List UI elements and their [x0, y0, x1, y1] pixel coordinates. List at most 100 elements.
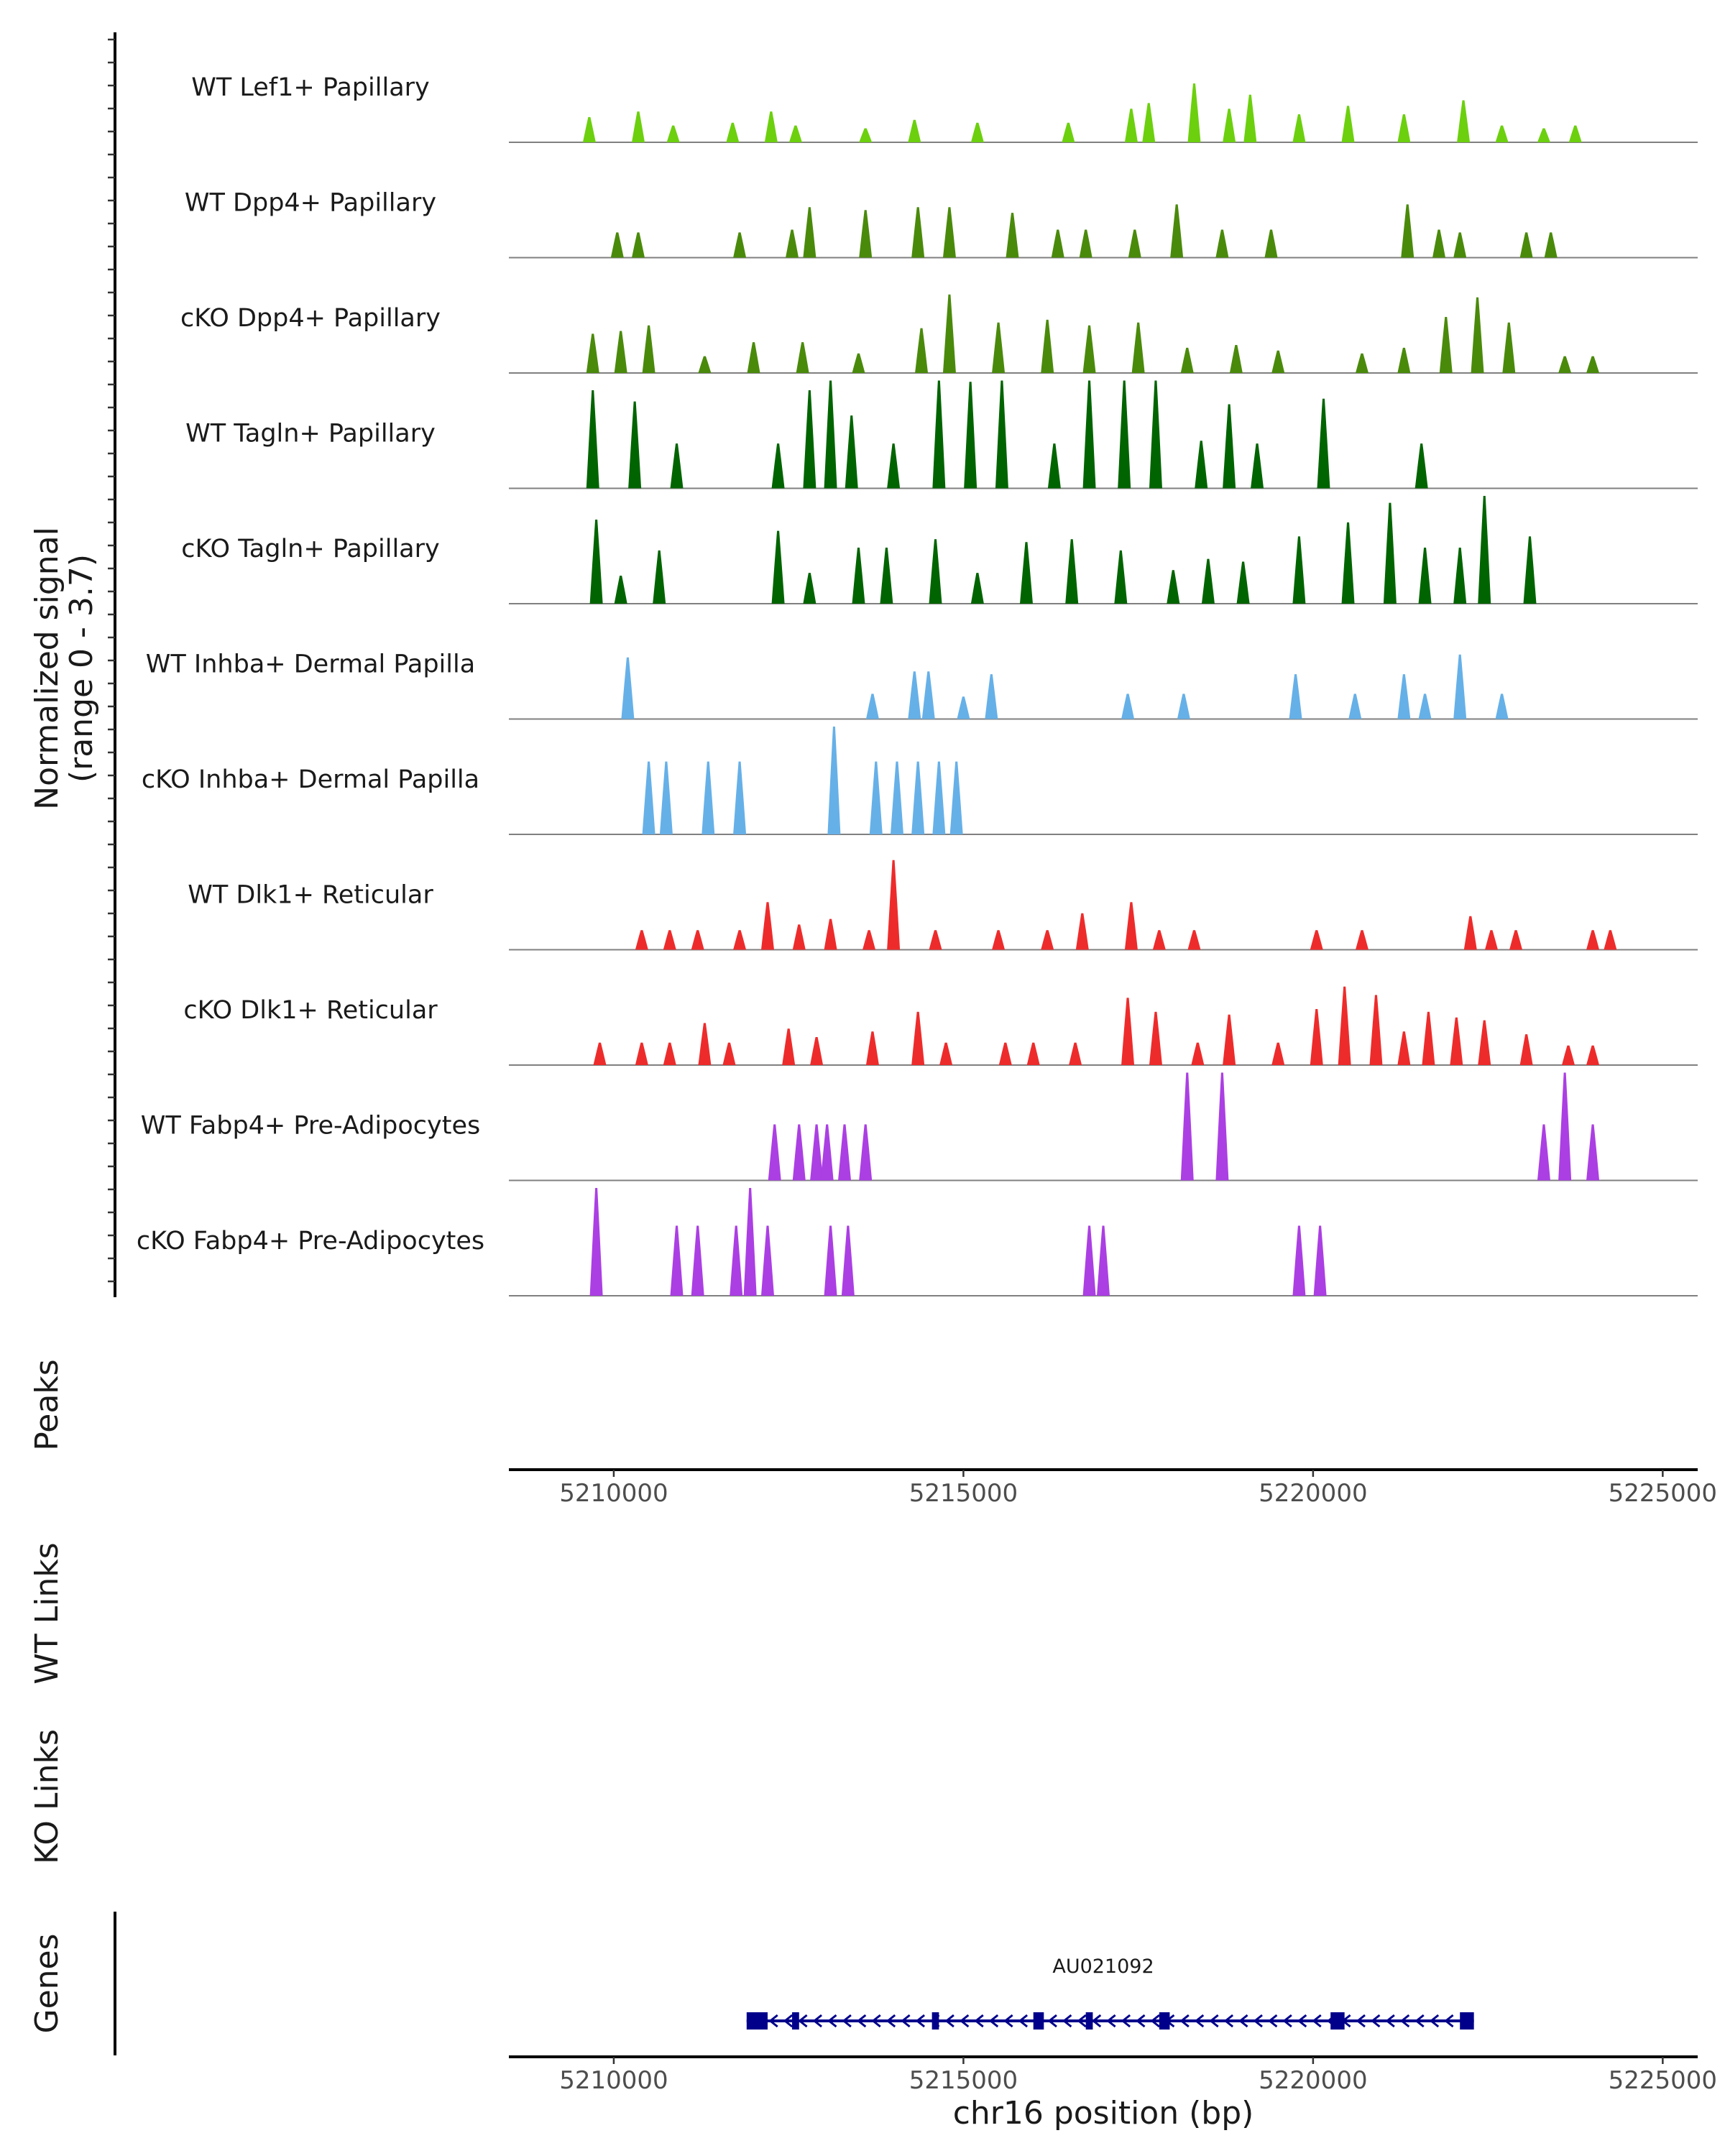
- signal-peak: [1243, 95, 1256, 142]
- signal-peak: [999, 1043, 1012, 1065]
- x-axis-lower: 5210000 5215000 5220000 5225000: [509, 2057, 1717, 2095]
- track-0: WT Lef1+ Papillary: [191, 73, 1698, 142]
- signal-peak: [671, 443, 684, 488]
- signal-peak: [1149, 381, 1162, 489]
- signal-peak: [803, 390, 816, 489]
- signal-peak: [932, 381, 945, 489]
- signal-peak: [1502, 323, 1515, 373]
- gene-exon: [747, 2012, 768, 2030]
- signal-peak: [1419, 548, 1432, 604]
- signal-peak: [957, 696, 970, 719]
- signal-peak: [1356, 930, 1368, 949]
- gene-track: AU021092: [747, 1955, 1474, 2030]
- signal-peak: [583, 117, 596, 142]
- signal-peak: [852, 354, 865, 373]
- signal-peak: [621, 658, 634, 719]
- signal-peak: [810, 1037, 823, 1065]
- signal-peak: [911, 762, 924, 834]
- signal-peak: [793, 1125, 806, 1181]
- signal-peak: [1369, 995, 1382, 1066]
- signal-peak: [842, 1226, 855, 1296]
- signal-peak: [929, 930, 942, 949]
- signal-peak: [870, 762, 883, 834]
- signal-peak: [765, 111, 778, 142]
- signal-peak: [761, 1226, 774, 1296]
- signal-peak: [824, 1226, 837, 1296]
- track-5: WT Inhba+ Dermal Papilla: [146, 650, 1698, 719]
- signal-peak: [1251, 443, 1264, 488]
- signal-peak: [1191, 1043, 1204, 1065]
- gene-exon: [1086, 2012, 1093, 2030]
- signal-peak: [1317, 399, 1330, 489]
- signal-peak: [1223, 109, 1236, 142]
- signal-peak: [1027, 1043, 1040, 1065]
- y-axis-range: (range 0 - 3.7): [63, 554, 100, 783]
- signal-peak: [915, 328, 928, 373]
- signal-peak: [1471, 298, 1484, 373]
- signal-peak: [922, 671, 935, 719]
- signal-peak: [1142, 103, 1155, 142]
- signal-peak: [663, 1043, 676, 1065]
- peaks-section-label: Peaks: [29, 1359, 65, 1450]
- gene-exon: [1034, 2012, 1044, 2030]
- gene-exon: [1159, 2012, 1170, 2030]
- track-6: cKO Inhba+ Dermal Papilla: [142, 727, 1698, 834]
- signal-peak: [1223, 405, 1236, 489]
- track-label: WT Lef1+ Papillary: [191, 73, 430, 102]
- signal-peak: [744, 1188, 757, 1296]
- signal-peak: [995, 381, 1008, 489]
- signal-peak: [887, 443, 900, 488]
- gene-name-label: AU021092: [1052, 1955, 1154, 1978]
- y-axis-title: Normalized signal: [29, 527, 65, 810]
- signal-peak: [628, 402, 641, 489]
- signal-peak: [1118, 381, 1131, 489]
- signal-peak: [1181, 348, 1194, 373]
- signal-peak: [761, 902, 774, 949]
- signal-peak: [803, 207, 816, 257]
- signal-peak: [733, 762, 746, 834]
- signal-peak: [1537, 1125, 1550, 1181]
- signal-peak: [852, 548, 865, 604]
- signal-peak: [1153, 930, 1166, 949]
- signal-peak: [593, 1043, 606, 1065]
- signal-peak: [827, 727, 840, 834]
- signal-peak: [1292, 1226, 1305, 1296]
- signal-peak: [663, 930, 676, 949]
- signal-peak: [643, 762, 656, 834]
- signal-peak: [1215, 1073, 1228, 1181]
- signal-peak: [1292, 536, 1305, 604]
- signal-peak: [1545, 232, 1558, 257]
- signal-peak: [1080, 230, 1092, 258]
- signal-peak: [1292, 114, 1305, 142]
- signal-peak: [891, 762, 903, 834]
- signal-peak: [1478, 496, 1491, 604]
- signal-peak: [1271, 1043, 1284, 1065]
- signal-peak: [1432, 230, 1445, 258]
- signal-peak: [1128, 230, 1141, 258]
- signal-peak: [1187, 83, 1200, 142]
- signal-peak: [1450, 1018, 1463, 1065]
- signal-peak: [1496, 126, 1509, 142]
- x-tick-label: 5225000: [1609, 2066, 1717, 2095]
- signal-peak: [1496, 694, 1509, 719]
- signal-peak: [1509, 930, 1522, 949]
- x-tick-label: 5220000: [1259, 1479, 1367, 1508]
- signal-peak: [1041, 320, 1054, 373]
- signal-peak: [1604, 930, 1616, 949]
- signal-peak: [1271, 351, 1284, 373]
- track-1: WT Dpp4+ Papillary: [185, 189, 1698, 258]
- signal-peak: [887, 860, 900, 950]
- track-label: cKO Fabp4+ Pre-Adipocytes: [137, 1227, 484, 1256]
- signal-peak: [615, 331, 627, 374]
- track-label: WT Dpp4+ Papillary: [185, 189, 436, 218]
- signal-peak: [590, 520, 603, 604]
- signal-peak: [1419, 694, 1432, 719]
- signal-peak: [671, 1226, 684, 1296]
- signal-peak: [859, 129, 872, 143]
- signal-peak: [793, 924, 806, 949]
- signal-peak: [1083, 326, 1096, 373]
- track-9: WT Fabp4+ Pre-Adipocytes: [141, 1073, 1698, 1181]
- signal-peak: [1453, 232, 1466, 257]
- signal-peak: [803, 573, 816, 604]
- signal-peak: [1065, 539, 1078, 604]
